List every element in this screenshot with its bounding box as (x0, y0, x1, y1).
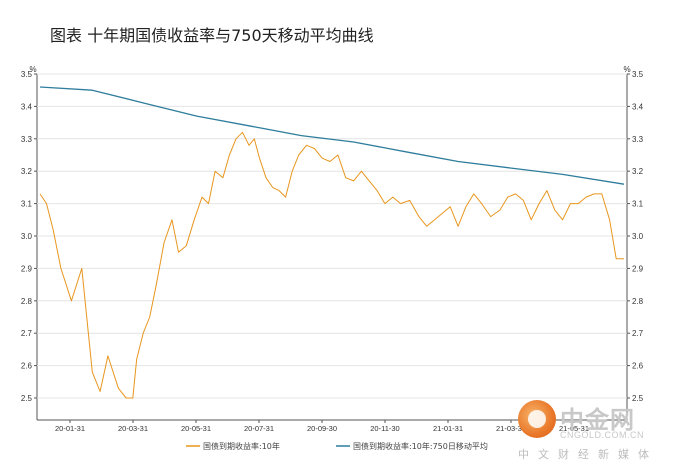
watermark: 中金网 CNGOLD.COM.CN 中文财经新媒体 (518, 398, 668, 468)
y-tick-label-left: 3.2 (21, 167, 33, 176)
y-tick-label-right: 3.2 (632, 167, 644, 176)
y-tick-label-right: 3.5 (632, 70, 644, 79)
series-line-moving-average (39, 86, 625, 185)
y-tick-label-left: 3.4 (21, 102, 33, 111)
y-tick-label-left: 3.3 (21, 135, 33, 144)
y-tick-label-right: 3.3 (632, 135, 644, 144)
y-tick-label-left: 2.9 (21, 264, 33, 273)
y-tick-label-right: 2.6 (632, 362, 644, 371)
y-tick-label-left: 3.5 (21, 70, 33, 79)
y-tick-label-right: 3.4 (632, 102, 644, 111)
brand-logo-icon (518, 400, 556, 438)
legend-label-0: 国债到期收益率:10年 (203, 441, 280, 451)
y-tick-label-right: 2.9 (632, 264, 644, 273)
watermark-slogan: 中文财经新媒体 (518, 448, 658, 461)
x-tick-label: 20-05-31 (181, 424, 211, 433)
x-tick-label: 21-05-31 (559, 424, 589, 433)
y-unit-left: % (29, 65, 36, 74)
series-line-yield (39, 131, 624, 399)
x-tick-label: 20-03-31 (118, 424, 148, 433)
y-tick-label-left: 3.1 (21, 200, 33, 209)
x-tick-label: 20-01-31 (55, 424, 85, 433)
y-tick-label-right: 2.8 (632, 297, 644, 306)
x-tick-label: 20-11-30 (370, 424, 399, 433)
y-tick-label-right: 3.0 (632, 232, 644, 241)
y-tick-label-right: 2.7 (632, 329, 644, 338)
watermark-brand: 中金网 (560, 406, 635, 434)
y-tick-label-left: 2.7 (21, 329, 33, 338)
x-tick-label: 20-09-30 (307, 424, 337, 433)
legend-label-1: 国债到期收益率:10年:750日移动平均 (353, 441, 488, 451)
y-tick-label-left: 2.5 (21, 394, 33, 403)
y-tick-label-right: 2.5 (632, 394, 644, 403)
x-tick-label: 20-07-31 (244, 424, 274, 433)
y-tick-label-right: 3.1 (632, 200, 644, 209)
y-tick-label-left: 2.6 (21, 362, 33, 371)
y-tick-label-left: 2.8 (21, 297, 33, 306)
x-tick-label: 21-03-31 (496, 424, 526, 433)
y-unit-right: % (623, 65, 630, 74)
watermark-url: CNGOLD.COM.CN (560, 430, 645, 440)
chart-title: 图表 十年期国债收益率与750天移动平均曲线 (50, 26, 374, 45)
y-tick-label-left: 3.0 (21, 232, 33, 241)
x-tick-label: 21-01-31 (433, 424, 463, 433)
